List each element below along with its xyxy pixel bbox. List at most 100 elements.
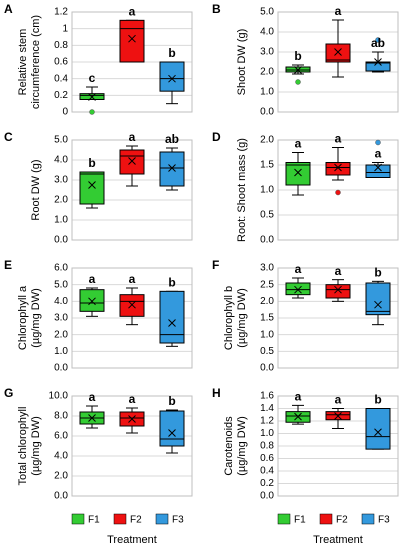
mean-marker	[334, 412, 342, 420]
y-tick-label: 0.5	[260, 346, 274, 357]
mean-marker	[334, 285, 342, 294]
y-tick-label: 3.0	[260, 47, 274, 58]
mean-marker	[294, 412, 302, 421]
plot-frame	[71, 267, 193, 369]
legend-label: F3	[378, 515, 390, 526]
y-tick-label: 1.0	[54, 215, 68, 226]
significance-letter: a	[295, 262, 302, 276]
y-axis-label: Chlorophyll b	[223, 286, 235, 350]
panel-label: H	[212, 386, 221, 400]
y-axis-label: Root: Shoot mass (g)	[236, 138, 248, 242]
significance-letter: a	[129, 272, 136, 286]
panel-label: C	[4, 130, 13, 144]
y-tick-label: 0.8	[54, 40, 68, 51]
legend-swatch	[319, 513, 333, 525]
y-tick-label: 2.0	[54, 471, 68, 482]
y-tick-label: 3.0	[54, 313, 68, 324]
significance-letter: ab	[371, 36, 385, 50]
box	[159, 151, 185, 187]
y-tick-label: 0.8	[260, 441, 274, 452]
outlier	[375, 37, 381, 43]
legend-swatch	[361, 513, 375, 525]
mean-marker	[374, 58, 382, 66]
y-tick-label: 1.5	[260, 160, 274, 171]
box	[119, 294, 145, 317]
x-axis-label: Treatment	[107, 534, 157, 546]
mean-marker	[168, 319, 176, 327]
y-tick-label: 5.0	[54, 135, 68, 146]
y-tick-label: 4.0	[260, 27, 274, 38]
y-tick-label: 0.6	[260, 453, 274, 464]
outlier	[89, 109, 95, 115]
mean-marker	[128, 415, 136, 423]
panel-label: A	[4, 2, 13, 16]
significance-letter: a	[295, 390, 302, 404]
y-tick-label: 1.0	[260, 329, 274, 340]
mean-marker	[374, 163, 382, 172]
y-tick-label: 1.0	[260, 428, 274, 439]
box	[365, 408, 391, 450]
y-tick-label: 4.0	[54, 451, 68, 462]
outlier	[295, 79, 301, 85]
y-axis-label: Carotenoids	[223, 416, 235, 476]
significance-letter: a	[129, 392, 136, 406]
significance-letter: c	[89, 71, 96, 85]
y-tick-label: 1.4	[260, 403, 274, 414]
mean-marker	[88, 297, 96, 306]
significance-letter: ab	[165, 132, 179, 146]
y-tick-label: 1.6	[260, 391, 274, 402]
significance-letter: a	[129, 130, 136, 144]
box	[79, 171, 105, 205]
box	[159, 410, 185, 447]
legend-swatch	[155, 513, 169, 525]
significance-letter: b	[168, 46, 175, 60]
significance-letter: b	[168, 276, 175, 290]
y-tick-label: 0.0	[260, 107, 274, 118]
panel-label: B	[212, 2, 221, 16]
box	[159, 61, 185, 92]
y-tick-label: 8.0	[54, 411, 68, 422]
mean-marker	[294, 168, 302, 177]
plot-frame	[71, 139, 193, 241]
y-axis-label: Shoot DW (g)	[236, 29, 248, 96]
y-tick-label: 0.0	[54, 235, 68, 246]
box	[79, 289, 105, 312]
y-axis-label: Root DW (g)	[30, 159, 42, 220]
y-tick-label: 0.2	[260, 478, 274, 489]
box	[285, 282, 311, 296]
significance-letter: a	[335, 393, 342, 407]
outlier	[375, 139, 381, 146]
significance-letter: a	[335, 4, 342, 18]
mean-marker	[374, 300, 382, 309]
mean-marker	[88, 414, 96, 422]
y-tick-label: 0.0	[54, 363, 68, 374]
y-axis-label: (µg/mg DW)	[236, 288, 248, 348]
y-tick-label: 0.4	[54, 73, 68, 84]
legend-label: F2	[336, 515, 348, 526]
y-tick-label: 1.5	[260, 313, 274, 324]
y-tick-label: 0.0	[260, 235, 274, 246]
y-tick-label: 4.0	[54, 296, 68, 307]
y-tick-label: 0.4	[260, 466, 274, 477]
mean-marker	[128, 157, 136, 165]
y-tick-label: 1.2	[260, 416, 274, 427]
y-tick-label: 0.0	[54, 491, 68, 502]
significance-letter: a	[375, 147, 382, 161]
panel-label: D	[212, 130, 221, 144]
mean-marker	[128, 300, 136, 309]
significance-letter: b	[294, 49, 301, 63]
y-axis-label: (µg/mg DW)	[236, 416, 248, 476]
panel-label: E	[4, 258, 12, 272]
significance-letter: a	[129, 5, 136, 19]
mean-marker	[374, 428, 382, 437]
mean-marker	[128, 34, 136, 43]
y-tick-label: 4.0	[54, 155, 68, 166]
y-tick-label: 0.2	[54, 90, 68, 101]
significance-letter: a	[295, 137, 302, 151]
y-tick-label: 5.0	[54, 279, 68, 290]
plot-frame	[277, 267, 399, 369]
y-axis-label: Chlorophyll a	[17, 285, 29, 350]
mean-marker	[168, 164, 176, 172]
y-tick-label: 2.0	[260, 296, 274, 307]
